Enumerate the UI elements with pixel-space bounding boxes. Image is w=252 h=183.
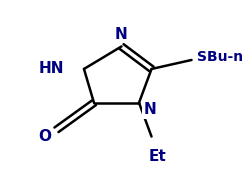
Text: N: N xyxy=(115,27,127,42)
Text: Et: Et xyxy=(148,149,166,164)
Text: SBu-n: SBu-n xyxy=(197,50,242,64)
Text: O: O xyxy=(39,129,51,144)
Text: HN: HN xyxy=(39,61,64,76)
Text: N: N xyxy=(143,102,156,117)
